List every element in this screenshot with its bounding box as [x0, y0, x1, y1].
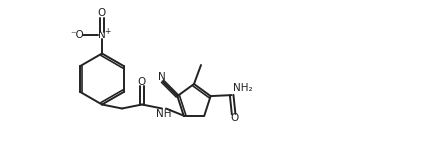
Text: O: O [138, 77, 146, 87]
Text: O: O [98, 8, 106, 18]
Text: NH₂: NH₂ [233, 83, 252, 93]
Text: N: N [98, 30, 106, 40]
Text: O: O [230, 113, 238, 123]
Text: N: N [157, 72, 165, 82]
Text: ⁻O: ⁻O [71, 30, 84, 39]
Text: NH: NH [156, 109, 171, 119]
Text: +: + [104, 27, 110, 36]
